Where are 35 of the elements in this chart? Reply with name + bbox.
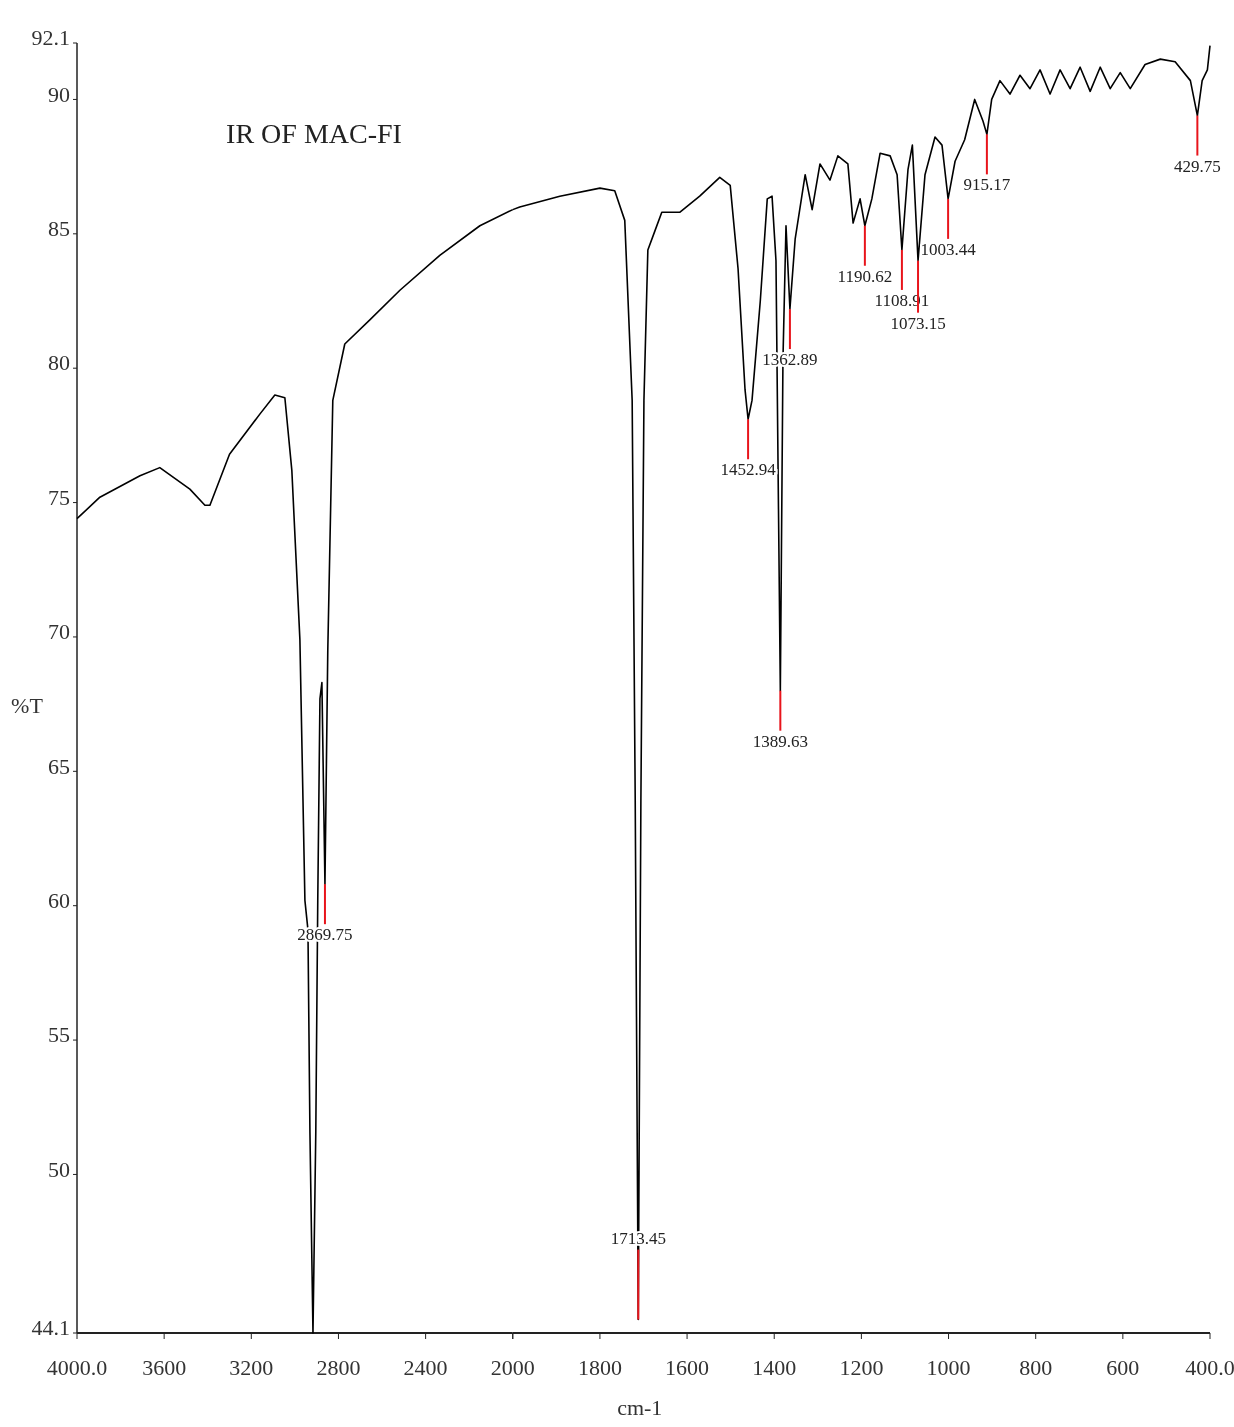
x-tick-label: 600 — [1106, 1355, 1140, 1380]
x-tick-label: 800 — [1019, 1355, 1053, 1380]
x-tick-label: 2000 — [490, 1355, 535, 1380]
x-tick-label: 3600 — [142, 1355, 187, 1380]
x-tick-label: 3200 — [229, 1355, 274, 1380]
y-tick-label: 44.1 — [31, 1315, 70, 1341]
x-tick-label: 1800 — [577, 1355, 622, 1380]
y-tick-label: 85 — [48, 216, 70, 242]
y-tick-label: 55 — [48, 1022, 70, 1048]
y-tick-label: 90 — [48, 81, 70, 107]
x-tick-label: 1400 — [752, 1355, 797, 1380]
y-tick-label: 70 — [48, 619, 70, 645]
annotation: 1003.44 — [920, 239, 977, 259]
y-tick-label: 65 — [48, 753, 70, 779]
y-tick-label: 92.1 — [31, 25, 70, 51]
x-tick-label: 2800 — [316, 1355, 361, 1380]
x-tick-label: 400.0 — [1185, 1355, 1234, 1380]
y-tick-label: 50 — [48, 1156, 70, 1182]
annotation: 1452.94 — [720, 460, 777, 480]
annotation: 429.75 — [1173, 156, 1221, 176]
x-tick-label: 1200 — [839, 1355, 884, 1380]
annotation: 1073.15 — [890, 313, 946, 333]
annotation: 1190.62 — [837, 266, 893, 286]
x-tick-label: 4000.0 — [46, 1355, 108, 1380]
x-tick-label: 2400 — [403, 1355, 448, 1380]
y-tick-label: 60 — [48, 887, 70, 913]
y-tick-label: 80 — [48, 350, 70, 376]
text: IR OF MAC-FI — [226, 118, 402, 149]
annotation: 915.17 — [963, 175, 1011, 195]
y-tick-label: 75 — [48, 484, 70, 510]
x-tick-label: 1600 — [665, 1355, 710, 1380]
y-axis-title: %T — [11, 693, 44, 718]
x-tick-label: 1000 — [926, 1355, 971, 1380]
annotation: 1389.63 — [752, 731, 808, 751]
x-axis-title: cm-1 — [617, 1395, 663, 1420]
